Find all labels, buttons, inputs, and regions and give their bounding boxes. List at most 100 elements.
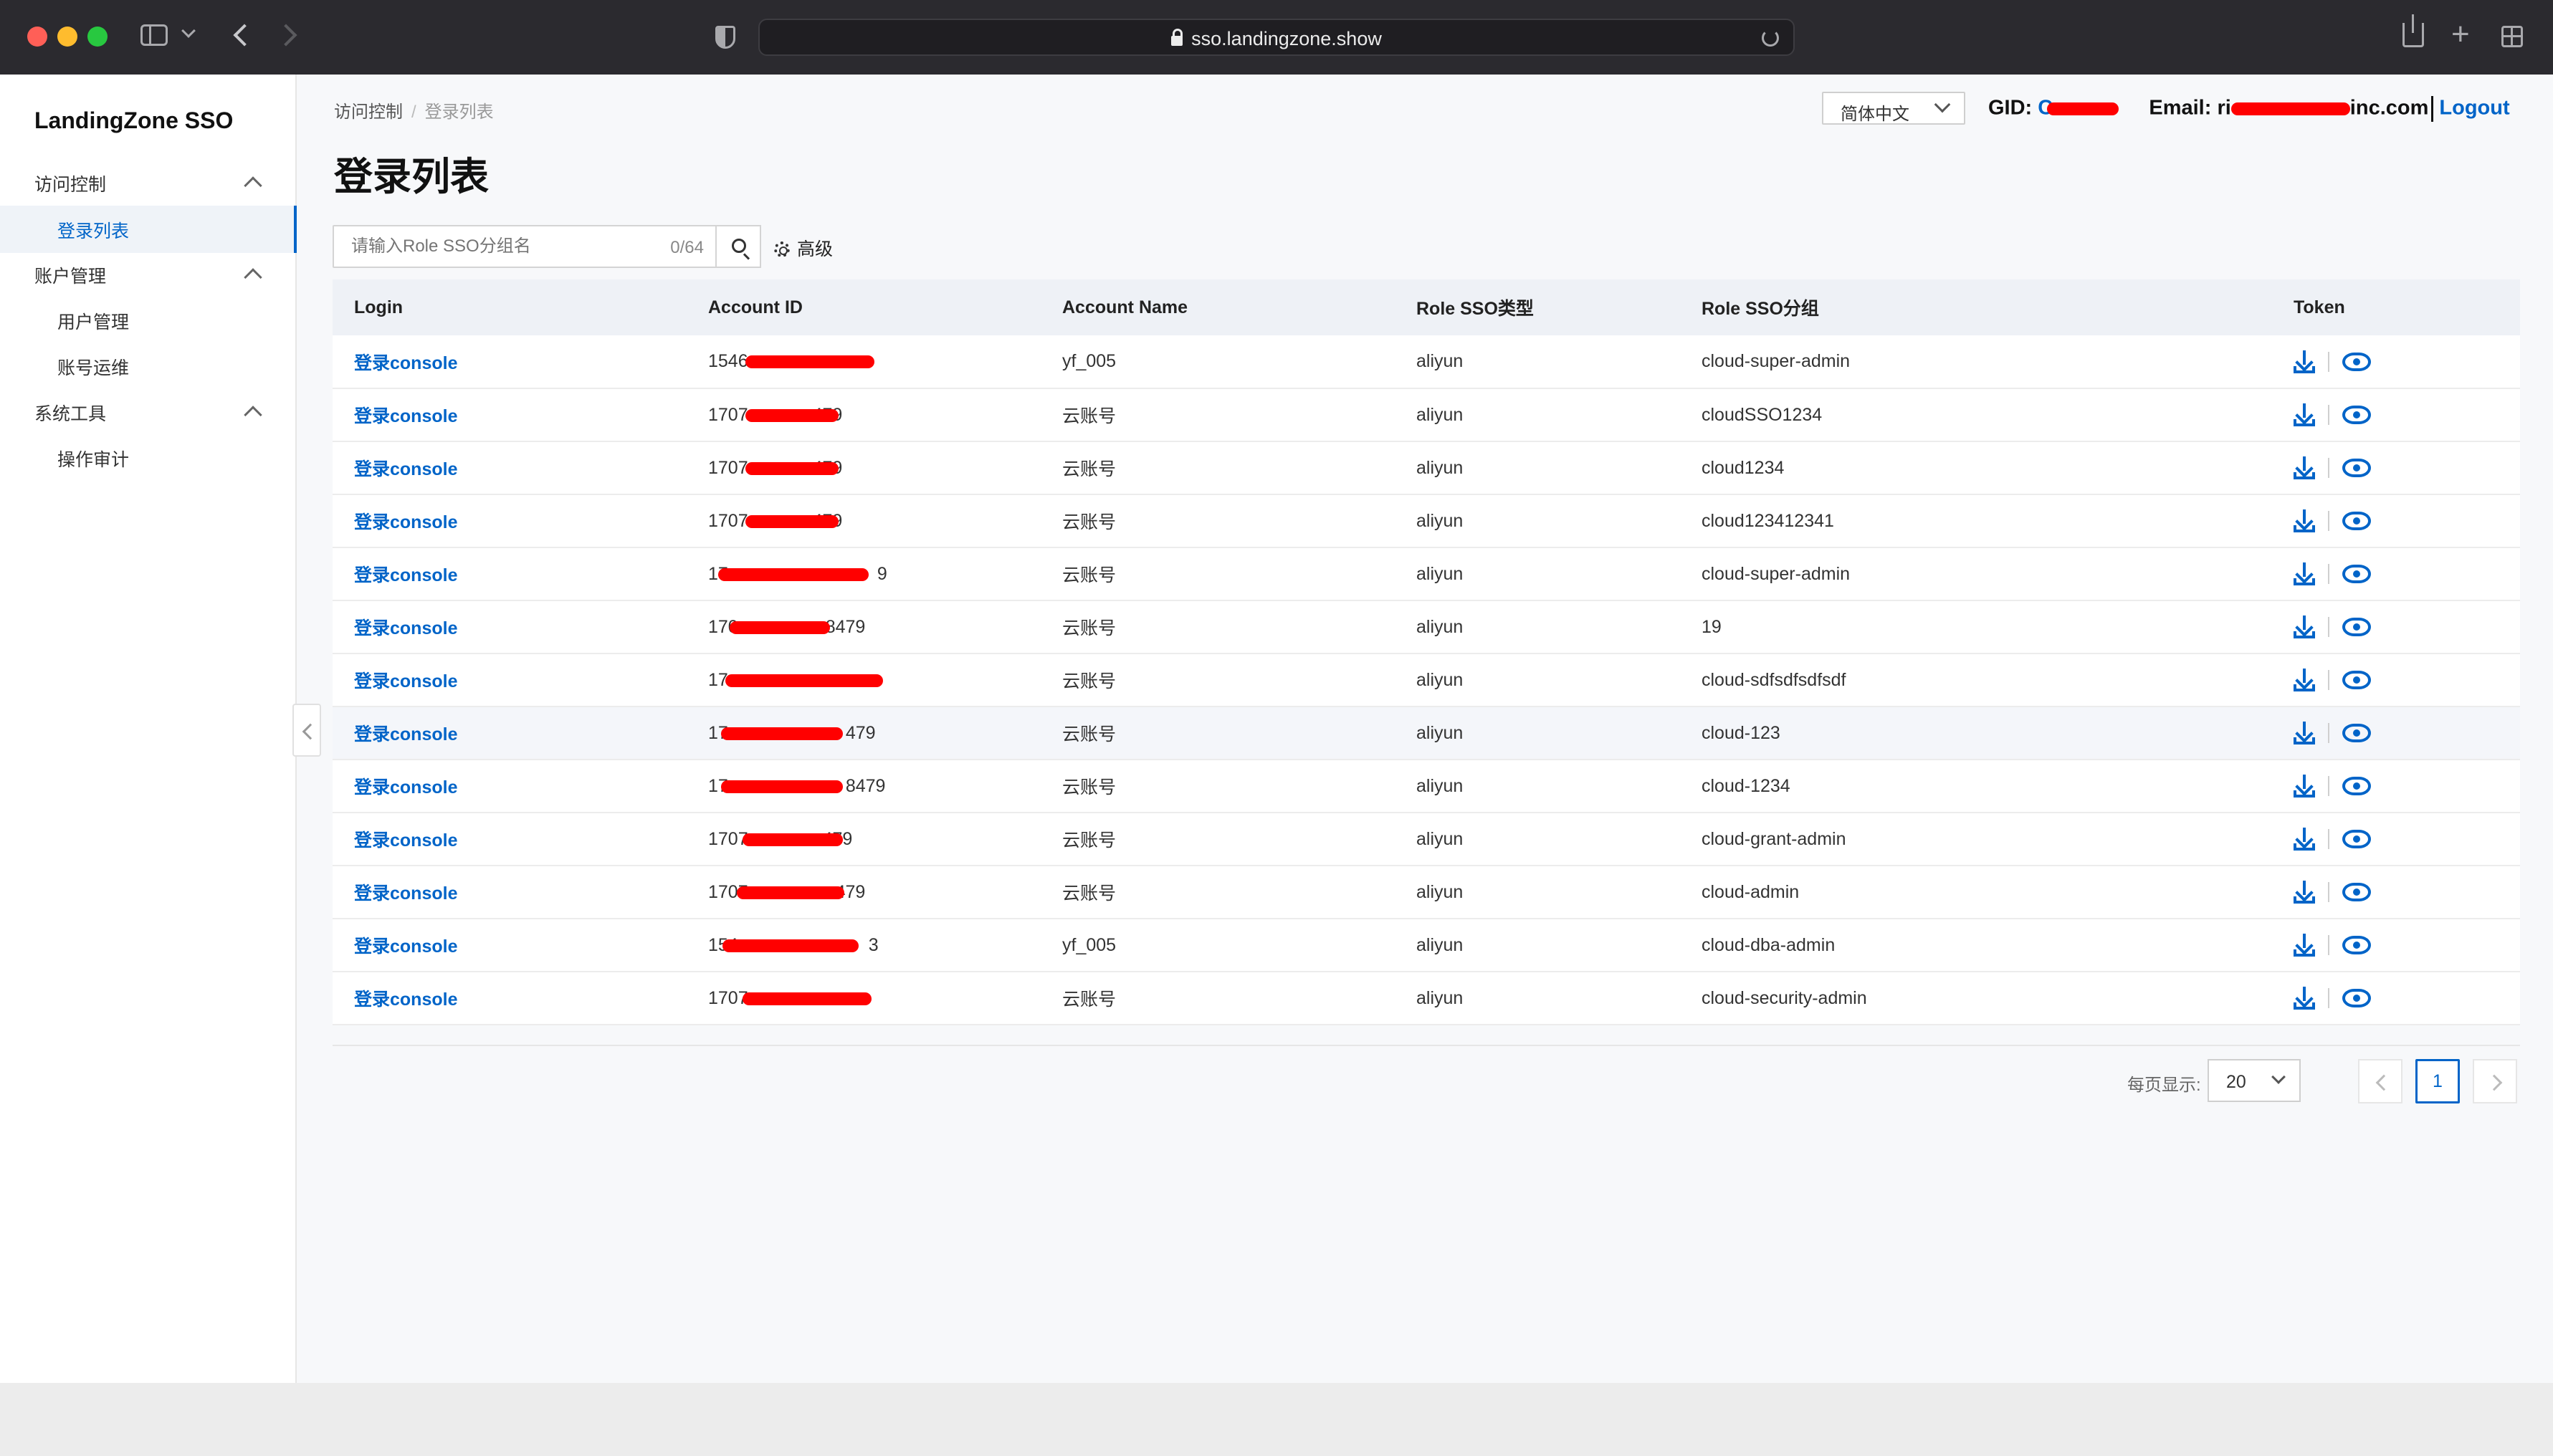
chevron-down-icon[interactable] bbox=[181, 24, 196, 38]
logout-link[interactable]: Logout bbox=[2439, 96, 2510, 120]
eye-icon[interactable] bbox=[2342, 989, 2371, 1007]
account-id-suffix: 3 bbox=[868, 934, 879, 955]
sidebar-group-system-tools[interactable]: 系统工具 bbox=[34, 404, 107, 424]
prev-page-button[interactable] bbox=[2358, 1059, 2402, 1103]
login-console-link[interactable]: 登录console bbox=[354, 406, 458, 426]
table-header-row: Login Account ID Account Name Role SSO类型… bbox=[333, 279, 2520, 335]
table-row: 登录console 170 8479 云账号 aliyun 19 bbox=[333, 600, 2520, 654]
download-icon[interactable] bbox=[2294, 509, 2315, 532]
eye-icon[interactable] bbox=[2342, 830, 2371, 848]
sidebar-toggle-icon[interactable] bbox=[140, 24, 168, 46]
eye-icon[interactable] bbox=[2342, 777, 2371, 795]
token-cell bbox=[2272, 547, 2520, 601]
login-console-link[interactable]: 登录console bbox=[354, 565, 458, 585]
eye-icon[interactable] bbox=[2342, 671, 2371, 689]
redaction-mark bbox=[725, 674, 883, 687]
role-group-cell: cloud1234 bbox=[1680, 441, 2272, 495]
eye-icon[interactable] bbox=[2342, 724, 2371, 742]
search-button[interactable] bbox=[715, 225, 761, 268]
login-console-link[interactable]: 登录console bbox=[354, 353, 458, 373]
sidebar-item-login-list[interactable]: 登录列表 bbox=[0, 206, 297, 253]
download-icon[interactable] bbox=[2294, 881, 2315, 904]
login-cell: 登录console bbox=[333, 335, 687, 389]
sidebar-item-user-management[interactable]: 用户管理 bbox=[57, 312, 130, 332]
next-page-button[interactable] bbox=[2473, 1059, 2517, 1103]
download-icon[interactable] bbox=[2294, 934, 2315, 957]
eye-icon[interactable] bbox=[2342, 406, 2371, 424]
login-console-link[interactable]: 登录console bbox=[354, 671, 458, 691]
login-console-link[interactable]: 登录console bbox=[354, 618, 458, 638]
account-name-cell: yf_005 bbox=[1041, 919, 1395, 972]
url-text: sso.landingzone.show bbox=[760, 28, 1793, 50]
account-id-cell: 1546 bbox=[687, 335, 1041, 389]
account-id-cell: 17 8479 bbox=[687, 760, 1041, 813]
redaction-mark bbox=[745, 514, 839, 528]
share-icon[interactable] bbox=[2402, 14, 2424, 47]
tab-overview-icon[interactable] bbox=[2501, 26, 2523, 47]
download-icon[interactable] bbox=[2294, 775, 2315, 798]
eye-icon[interactable] bbox=[2342, 512, 2371, 530]
eye-icon[interactable] bbox=[2342, 565, 2371, 583]
download-icon[interactable] bbox=[2294, 722, 2315, 744]
reload-icon[interactable] bbox=[1762, 29, 1779, 47]
close-window-button[interactable] bbox=[27, 27, 47, 47]
account-id: 17 bbox=[708, 670, 883, 691]
login-console-link[interactable]: 登录console bbox=[354, 937, 458, 957]
redaction-mark bbox=[721, 780, 843, 793]
zoom-window-button[interactable] bbox=[87, 27, 108, 47]
login-console-link[interactable]: 登录console bbox=[354, 990, 458, 1010]
download-icon[interactable] bbox=[2294, 456, 2315, 479]
download-icon[interactable] bbox=[2294, 828, 2315, 851]
sidebar-collapse-button[interactable] bbox=[292, 704, 321, 757]
sidebar-group-access-control[interactable]: 访问控制 bbox=[34, 175, 107, 195]
email-label: Email: bbox=[2149, 96, 2212, 120]
chevron-up-icon[interactable] bbox=[244, 268, 262, 287]
account-name-cell: 云账号 bbox=[1041, 547, 1395, 601]
role-type-cell: aliyun bbox=[1395, 547, 1680, 601]
minimize-window-button[interactable] bbox=[57, 27, 77, 47]
login-console-link[interactable]: 登录console bbox=[354, 459, 458, 479]
privacy-shield-icon[interactable] bbox=[715, 26, 735, 49]
download-icon[interactable] bbox=[2294, 403, 2315, 426]
back-icon[interactable] bbox=[233, 24, 256, 47]
eye-icon[interactable] bbox=[2342, 883, 2371, 901]
account-name-cell: 云账号 bbox=[1041, 494, 1395, 548]
login-console-link[interactable]: 登录console bbox=[354, 724, 458, 744]
download-icon[interactable] bbox=[2294, 350, 2315, 373]
sidebar-item-account-ops[interactable]: 账号运维 bbox=[57, 358, 130, 378]
per-page-select[interactable]: 20 bbox=[2208, 1059, 2301, 1102]
chevron-up-icon[interactable] bbox=[244, 176, 262, 195]
redaction-mark bbox=[743, 833, 843, 846]
sidebar-item-audit[interactable]: 操作审计 bbox=[57, 450, 130, 470]
divider bbox=[2328, 564, 2329, 584]
login-cell: 登录console bbox=[333, 707, 687, 760]
breadcrumb-item[interactable]: 访问控制 bbox=[334, 102, 403, 122]
forward-icon[interactable] bbox=[275, 24, 297, 47]
language-select[interactable]: 简体中文 bbox=[1822, 92, 1965, 125]
login-console-link[interactable]: 登录console bbox=[354, 512, 458, 532]
eye-icon[interactable] bbox=[2342, 618, 2371, 636]
login-console-link[interactable]: 登录console bbox=[354, 777, 458, 798]
search-input[interactable] bbox=[351, 236, 624, 257]
address-bar[interactable]: sso.landingzone.show bbox=[758, 19, 1795, 56]
redaction-mark bbox=[745, 461, 839, 475]
role-type-cell: aliyun bbox=[1395, 494, 1680, 548]
page-1-button[interactable]: 1 bbox=[2415, 1059, 2460, 1103]
eye-icon[interactable] bbox=[2342, 936, 2371, 954]
new-tab-icon[interactable]: + bbox=[2451, 16, 2470, 52]
login-cell: 登录console bbox=[333, 441, 687, 495]
advanced-button[interactable]: 高级 bbox=[774, 235, 833, 261]
chevron-up-icon[interactable] bbox=[244, 406, 262, 424]
download-icon[interactable] bbox=[2294, 669, 2315, 691]
eye-icon[interactable] bbox=[2342, 459, 2371, 477]
breadcrumb-current: 登录列表 bbox=[424, 102, 494, 122]
eye-icon[interactable] bbox=[2342, 352, 2371, 371]
login-console-link[interactable]: 登录console bbox=[354, 830, 458, 851]
download-icon[interactable] bbox=[2294, 616, 2315, 638]
login-console-link[interactable]: 登录console bbox=[354, 883, 458, 904]
column-header-account-id: Account ID bbox=[687, 279, 1041, 335]
download-icon[interactable] bbox=[2294, 562, 2315, 585]
download-icon[interactable] bbox=[2294, 987, 2315, 1010]
sidebar-group-account-management[interactable]: 账户管理 bbox=[34, 267, 107, 287]
